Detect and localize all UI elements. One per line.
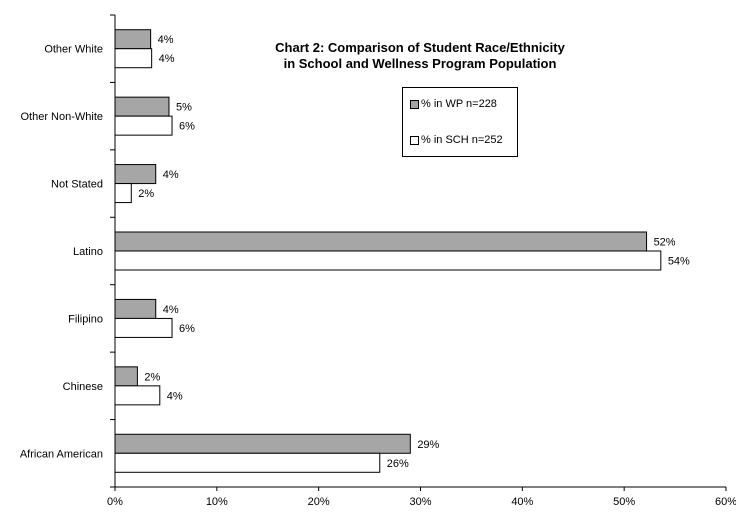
bar-wp [114,366,138,387]
x-tick-label: 40% [511,496,533,508]
category-label: Latino [73,246,103,258]
bar-sch [114,250,662,271]
category-label: Other Non-White [20,111,103,123]
data-label-wp: 2% [144,371,160,383]
x-tick-label: 0% [107,496,123,508]
x-tick-label: 10% [206,496,228,508]
bar-sch [114,183,132,204]
legend-label-sch: % in SCH n=252 [421,134,503,146]
legend-label-wp: % in WP n=228 [421,98,497,110]
legend-item-sch: % in SCH n=252 [410,134,503,146]
bar-sch [114,385,161,406]
bar-wp [114,96,170,117]
data-label-sch: 6% [179,323,195,335]
chart-title-line-1: Chart 2: Comparison of Student Race/Ethn… [275,40,565,55]
bar-wp [114,298,157,319]
chart-legend: % in WP n=228 % in SCH n=252 [402,87,518,157]
bar-sch [114,452,381,473]
bar-wp [114,164,157,185]
x-tick-label: 50% [613,496,635,508]
bar-wp [114,231,648,252]
data-label-sch: 26% [387,458,409,470]
chart-title-line-2: in School and Wellness Program Populatio… [283,56,557,71]
category-label: Other White [44,44,103,56]
category-label: Filipino [68,313,103,325]
data-label-sch: 2% [138,188,154,200]
category-label: Not Stated [51,179,103,191]
bar-sch [114,317,173,338]
data-label-wp: 4% [158,34,174,46]
data-label-wp: 4% [163,169,179,181]
category-label: African American [20,448,103,460]
x-tick-label: 20% [308,496,330,508]
data-label-sch: 4% [159,53,175,65]
data-label-sch: 6% [179,121,195,133]
data-label-sch: 54% [668,256,690,268]
legend-item-wp: % in WP n=228 [410,98,497,110]
bar-wp [114,29,152,50]
x-tick-label: 30% [409,496,431,508]
chart-title: Chart 2: Comparison of Student Race/Ethn… [270,40,570,72]
bar-sch [114,48,153,69]
data-label-wp: 29% [417,439,439,451]
data-label-wp: 4% [163,304,179,316]
data-label-sch: 4% [167,390,183,402]
legend-swatch-wp [410,99,419,109]
data-label-wp: 52% [654,237,676,249]
x-tick-label: 60% [715,496,736,508]
bar-sch [114,115,173,136]
category-label: Chinese [63,381,103,393]
data-label-wp: 5% [176,102,192,114]
bar-wp [114,433,411,454]
legend-swatch-sch [410,135,419,145]
